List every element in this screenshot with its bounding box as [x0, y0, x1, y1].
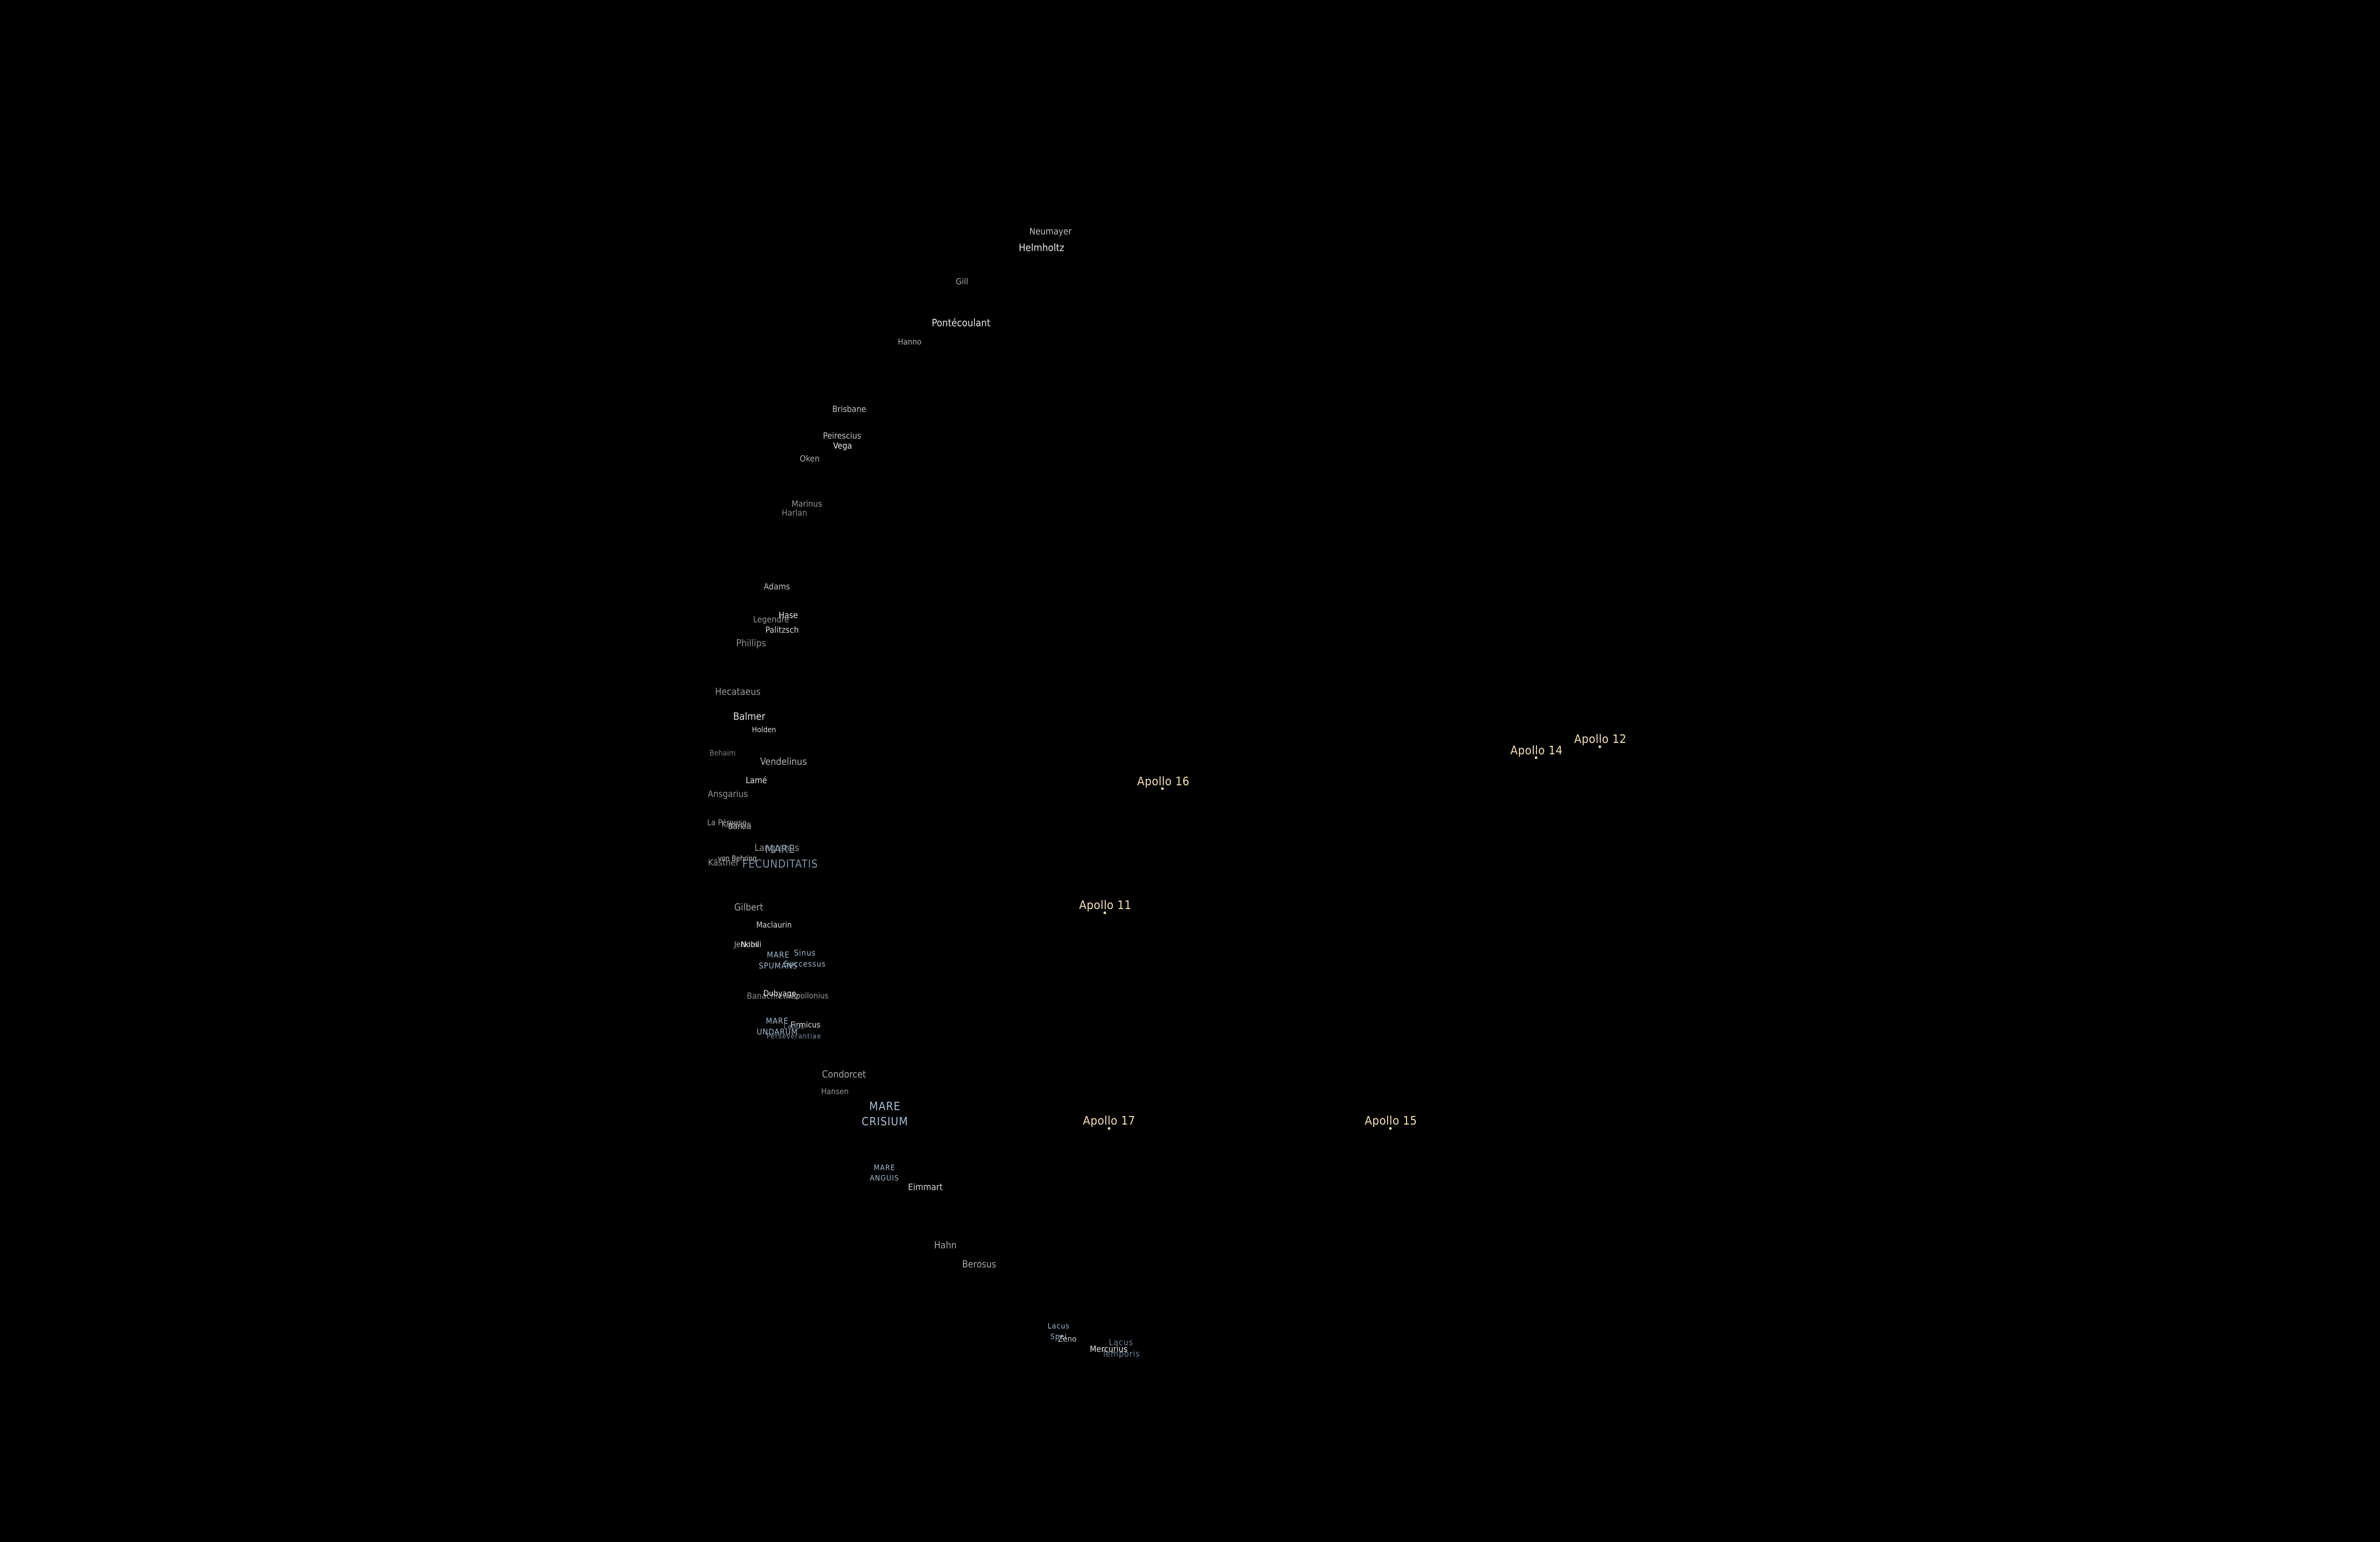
- label-legendre[interactable]: Legendre: [753, 614, 789, 625]
- label-helmholtz[interactable]: Helmholtz: [1019, 242, 1064, 254]
- label-apollo-11[interactable]: Apollo 11: [1079, 898, 1131, 912]
- label-peirescius[interactable]: Peirescius: [823, 431, 862, 441]
- label-vendelinus[interactable]: Vendelinus: [760, 756, 807, 767]
- label-behaim[interactable]: Behaim: [709, 748, 736, 758]
- label-apollonius[interactable]: Apollonius: [791, 991, 829, 1001]
- label-berosus[interactable]: Berosus: [962, 1258, 996, 1270]
- label-lacus-temporis[interactable]: Lacus Temporis: [1101, 1337, 1140, 1359]
- label-ansgarius[interactable]: Ansgarius: [707, 789, 748, 800]
- apollo-16-marker[interactable]: [1161, 787, 1164, 790]
- label-eimmart[interactable]: Eimmart: [908, 1182, 943, 1193]
- label-pontecoulant[interactable]: Pontécoulant: [932, 317, 991, 329]
- label-hecataeus[interactable]: Hecataeus: [715, 686, 761, 697]
- label-balmer[interactable]: Balmer: [733, 711, 765, 722]
- label-maclaurin[interactable]: Maclaurin: [756, 920, 792, 930]
- label-mercurius[interactable]: Mercurius: [1090, 1344, 1128, 1354]
- label-barkla[interactable]: Barkla: [728, 821, 752, 831]
- apollo-17-marker[interactable]: [1108, 1127, 1111, 1130]
- label-von-behring[interactable]: von Behring: [718, 854, 757, 863]
- label-oken[interactable]: Oken: [800, 454, 820, 464]
- label-phillips[interactable]: Phillips: [736, 637, 766, 649]
- label-lame[interactable]: Lamé: [745, 775, 767, 786]
- label-hansen[interactable]: Hansen: [821, 1087, 849, 1097]
- apollo-15-marker[interactable]: [1389, 1127, 1392, 1130]
- label-apollo-16[interactable]: Apollo 16: [1137, 774, 1190, 788]
- label-holden[interactable]: Holden: [752, 725, 776, 734]
- apollo-12-marker[interactable]: [1598, 745, 1601, 748]
- apollo-11-marker[interactable]: [1103, 911, 1106, 914]
- label-mare-spumans[interactable]: MARE SPUMANS: [759, 950, 798, 971]
- label-hahn[interactable]: Hahn: [934, 1239, 957, 1251]
- label-zeno[interactable]: Zeno: [1058, 1334, 1077, 1344]
- label-gill[interactable]: Gill: [955, 277, 969, 287]
- label-banachiewicz[interactable]: Banachiewicz: [746, 991, 800, 1001]
- label-gilbert[interactable]: Gilbert: [734, 901, 764, 913]
- label-marinus[interactable]: Marinus: [791, 499, 823, 509]
- label-neumayer[interactable]: Neumayer: [1029, 226, 1072, 237]
- label-apollo-17[interactable]: Apollo 17: [1083, 1113, 1135, 1127]
- label-kapteyn[interactable]: Kapteyn: [721, 820, 752, 830]
- label-lacus-perseverantiae[interactable]: Lacus Perseverantiae: [766, 1022, 822, 1040]
- label-sinus-successus[interactable]: Sinus Successus: [783, 949, 826, 969]
- label-hanno[interactable]: Hanno: [898, 337, 922, 347]
- label-langrenus[interactable]: Langrenus: [754, 842, 800, 853]
- label-kastner[interactable]: Kästner: [708, 857, 739, 868]
- label-adams[interactable]: Adams: [764, 582, 790, 592]
- label-mare-fecunditatis[interactable]: MARE FECUNDITATIS: [742, 843, 818, 870]
- label-condorcet[interactable]: Condorcet: [822, 1068, 866, 1080]
- label-mare-anguis[interactable]: MARE ANGUIS: [870, 1163, 899, 1182]
- label-lacus-spei[interactable]: Lacus Spei: [1047, 1321, 1070, 1341]
- label-apollo-12[interactable]: Apollo 12: [1574, 731, 1626, 746]
- label-nobili[interactable]: Nobili: [741, 939, 762, 949]
- label-palitzsch[interactable]: Palitzsch: [765, 625, 799, 635]
- label-vega[interactable]: Vega: [833, 441, 852, 451]
- label-la-perouse[interactable]: La Pérouse: [707, 818, 747, 828]
- label-apollo-15[interactable]: Apollo 15: [1365, 1113, 1417, 1127]
- label-jenkins[interactable]: Jenkins: [734, 939, 759, 949]
- label-mare-undarum[interactable]: MARE UNDARUM: [756, 1017, 798, 1037]
- label-harlan[interactable]: Harlan: [782, 508, 807, 518]
- label-firmicus[interactable]: Firmicus: [790, 1020, 821, 1030]
- apollo-14-marker[interactable]: [1535, 756, 1537, 759]
- label-dubyago[interactable]: Dubyago: [763, 988, 796, 998]
- label-hase[interactable]: Hase: [778, 610, 798, 621]
- label-mare-crisium[interactable]: MARE CRISIUM: [862, 1099, 908, 1128]
- label-brisbane[interactable]: Brisbane: [832, 404, 866, 415]
- label-apollo-14[interactable]: Apollo 14: [1510, 743, 1563, 757]
